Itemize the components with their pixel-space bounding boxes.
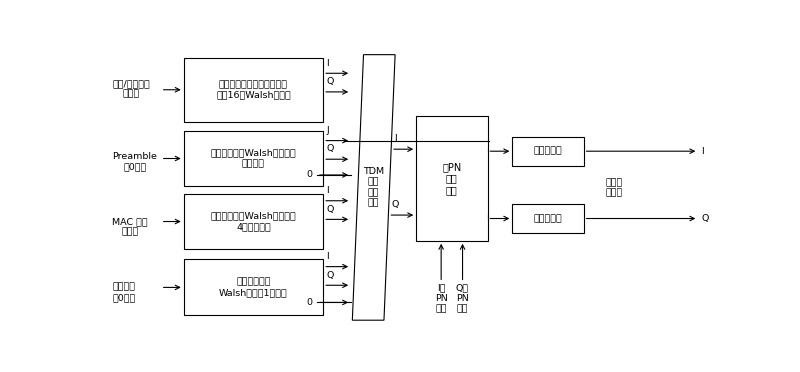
Text: Preamble
全0比特: Preamble 全0比特 — [112, 153, 158, 172]
Text: 0: 0 — [306, 170, 312, 179]
Text: 业务/控制信道
比特流: 业务/控制信道 比特流 — [112, 79, 150, 99]
Text: I路
PN
序列: I路 PN 序列 — [434, 284, 447, 314]
Text: I: I — [326, 58, 329, 68]
Text: 双极性映射、Walsh码扩频、
4倍序列重复: 双极性映射、Walsh码扩频、 4倍序列重复 — [210, 212, 296, 231]
Text: I: I — [394, 134, 397, 144]
Text: J: J — [326, 126, 329, 135]
Text: 基带发
送信号: 基带发 送信号 — [606, 178, 622, 198]
Text: 编码、交织、调制、速率匹
配、16路Walsh码扩频: 编码、交织、调制、速率匹 配、16路Walsh码扩频 — [216, 80, 291, 99]
Text: 0: 0 — [306, 298, 312, 307]
Bar — [184, 260, 323, 315]
Text: 双极性映射、Walsh码扩频、
序列重复: 双极性映射、Walsh码扩频、 序列重复 — [210, 149, 296, 168]
Text: 基带滤波器: 基带滤波器 — [534, 214, 562, 223]
Bar — [416, 116, 487, 241]
Text: Q路
PN
序列: Q路 PN 序列 — [456, 284, 469, 314]
Text: Q: Q — [391, 201, 399, 209]
Bar — [184, 131, 323, 186]
Text: Q: Q — [326, 270, 334, 279]
Text: TDM
时分
信道
复用: TDM 时分 信道 复用 — [363, 167, 384, 208]
Bar — [512, 137, 583, 166]
Text: I: I — [326, 186, 329, 195]
Polygon shape — [352, 55, 395, 320]
Text: I: I — [702, 147, 704, 156]
Text: Q: Q — [326, 77, 334, 86]
Text: 基带滤波器: 基带滤波器 — [534, 147, 562, 156]
Text: 双极性映射、
Walsh码（全1）扩频: 双极性映射、 Walsh码（全1）扩频 — [219, 278, 288, 297]
Text: 导频信道
全0比特: 导频信道 全0比特 — [112, 283, 136, 302]
Text: Q: Q — [326, 205, 334, 214]
Text: Q: Q — [702, 214, 709, 223]
Text: Q: Q — [326, 144, 334, 154]
Bar — [184, 193, 323, 250]
Text: MAC 信道
比特流: MAC 信道 比特流 — [112, 217, 148, 236]
Text: 复PN
序列
加扰: 复PN 序列 加扰 — [442, 162, 462, 195]
Bar — [184, 58, 323, 122]
Bar — [512, 204, 583, 233]
Text: I: I — [326, 252, 329, 261]
